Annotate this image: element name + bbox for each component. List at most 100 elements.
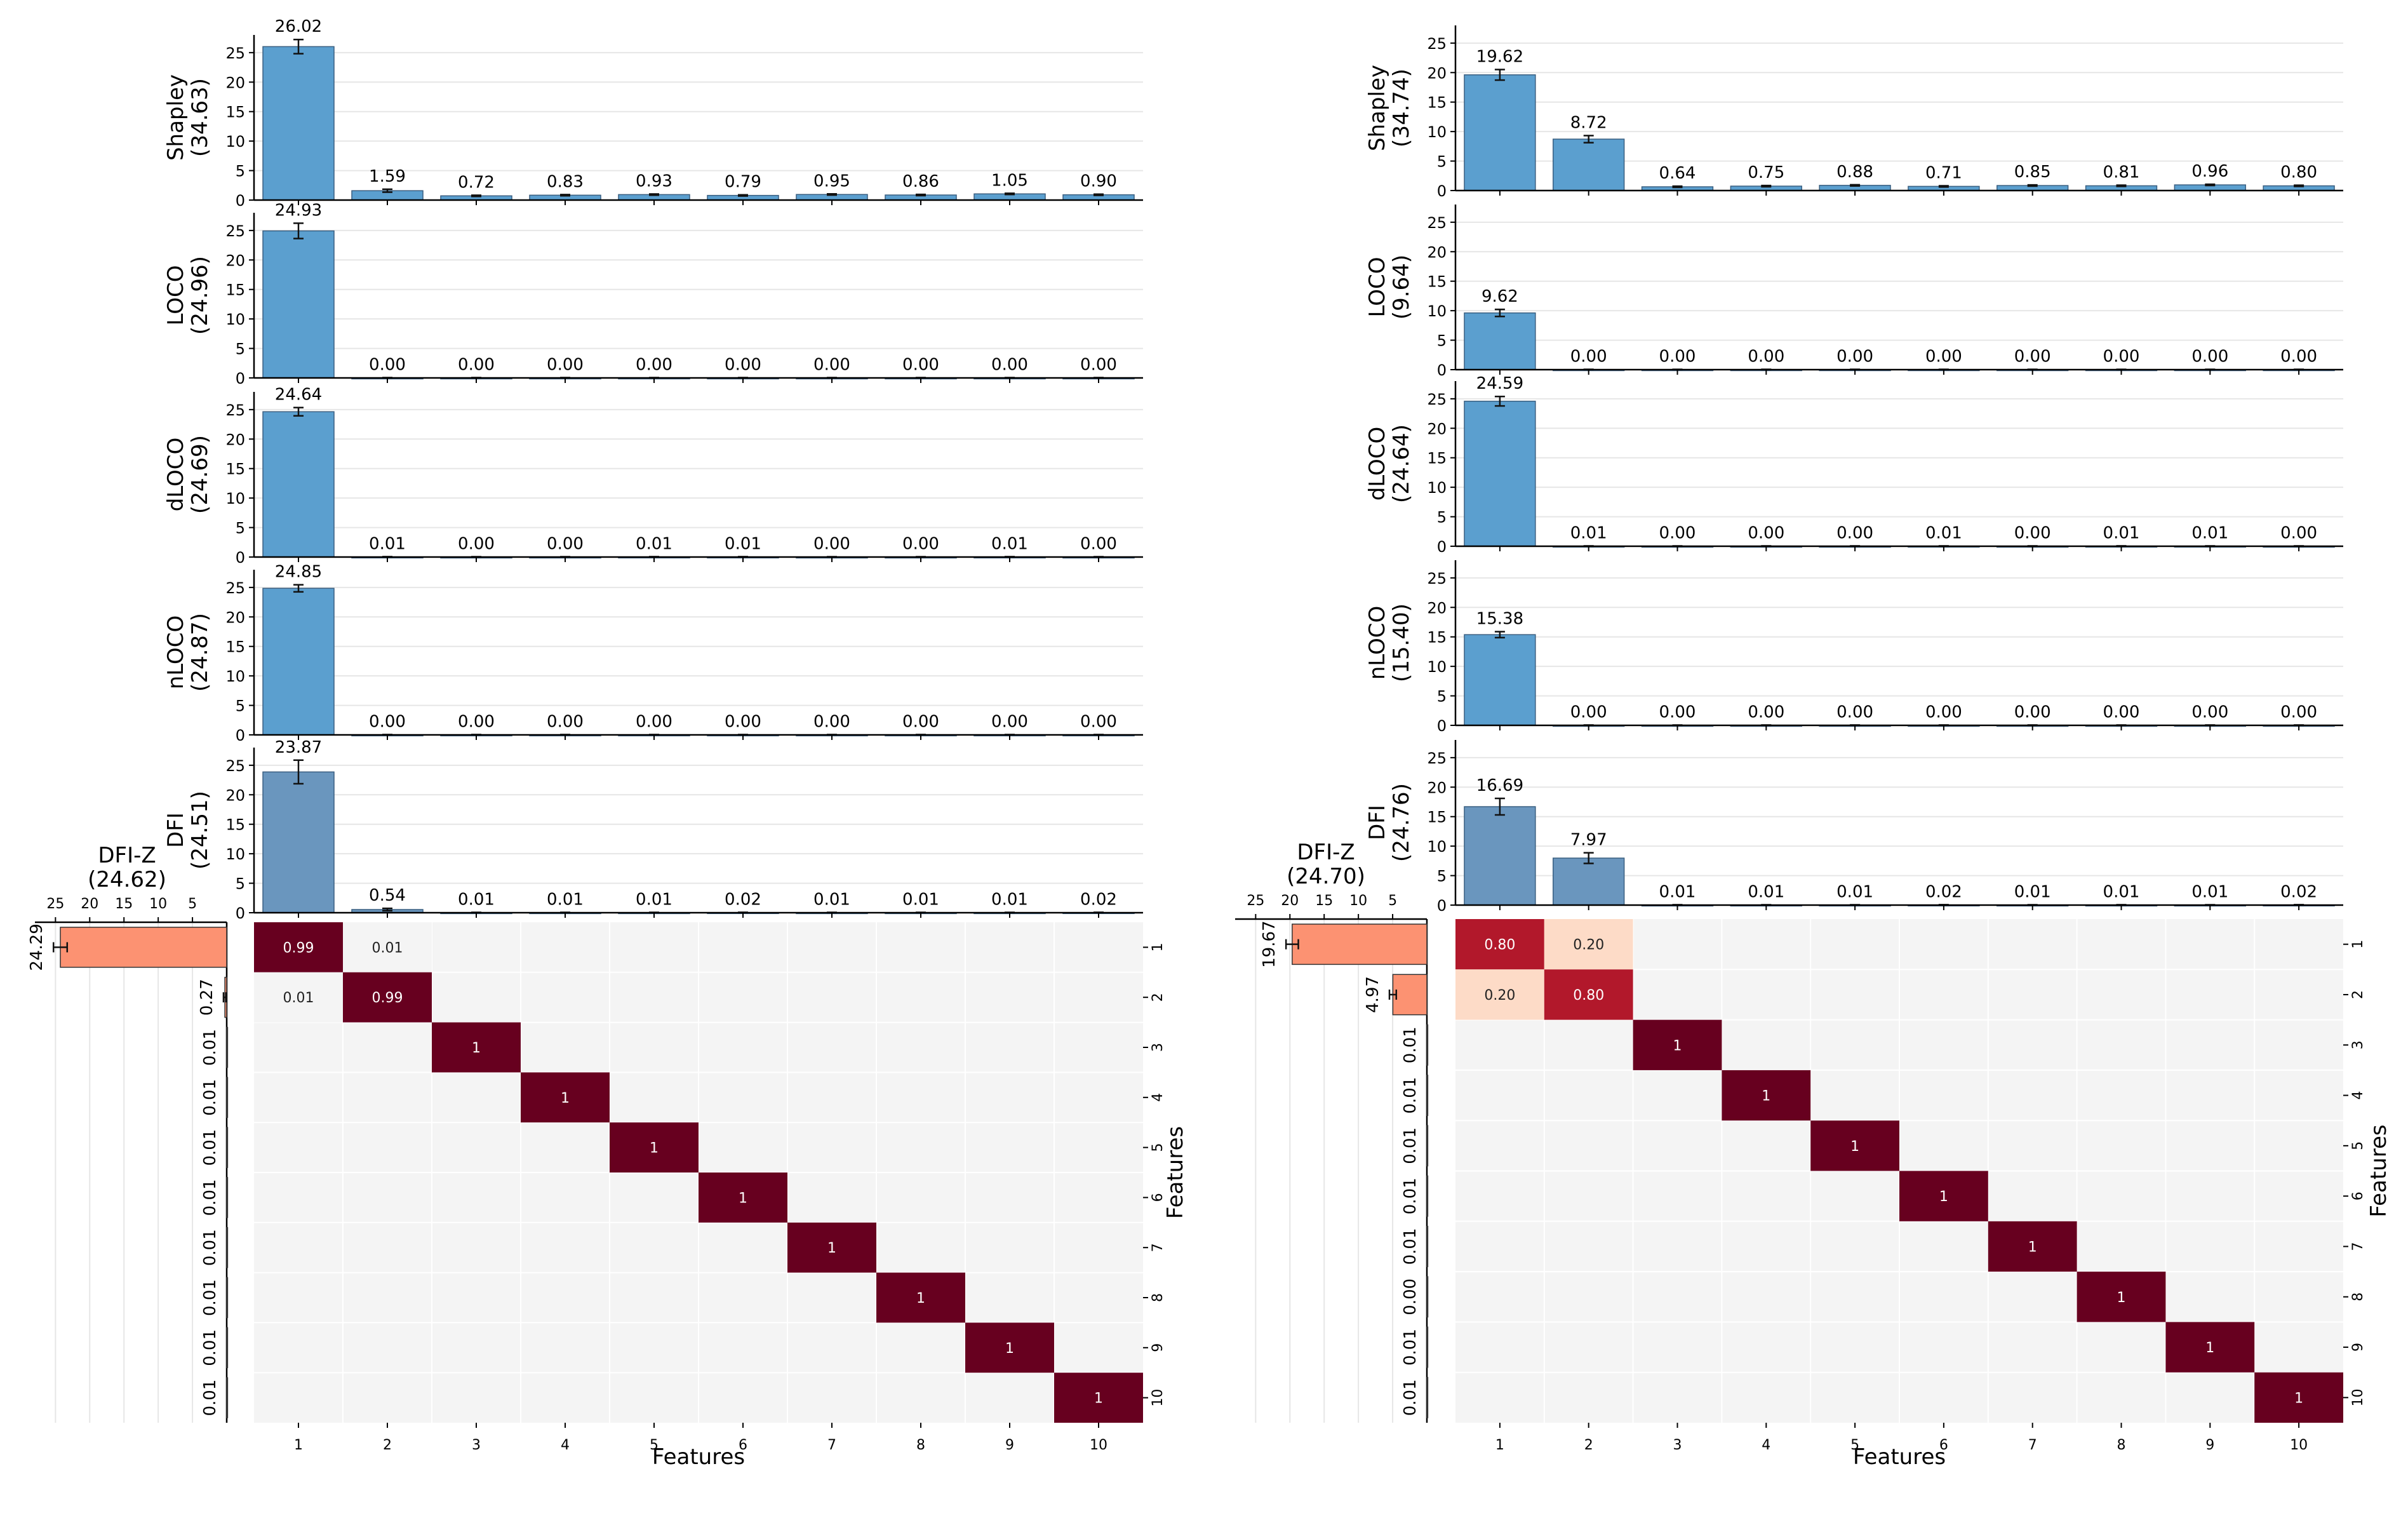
bar-value-label: 0.02 <box>725 890 761 909</box>
y-tick-label: 0 <box>1437 538 1447 556</box>
dfiz-x-tick-label: 5 <box>1388 893 1397 909</box>
bar-value-label: 0.01 <box>725 534 761 553</box>
bar <box>1464 400 1536 547</box>
heatmap-cell <box>521 1072 610 1123</box>
dfiz-value-label: 0.27 <box>197 979 217 1016</box>
dfiz-bar <box>1392 974 1428 1016</box>
heatmap-cell-label: 0.01 <box>372 940 403 956</box>
y-tick-label: 25 <box>1427 570 1447 588</box>
dfiz-bar <box>1426 1225 1429 1267</box>
y-tick-label: 25 <box>1427 214 1447 232</box>
bar-value-label: 0.95 <box>813 171 850 191</box>
y-tick-label: 15 <box>1427 273 1447 291</box>
heatmap-cell <box>787 1222 876 1273</box>
heatmap-y-tick-label: 8 <box>1150 1293 1166 1302</box>
dfiz-x-tick-label: 20 <box>81 896 98 912</box>
bar-value-label: 24.93 <box>275 201 322 220</box>
heatmap-y-tick-label: 9 <box>1150 1343 1166 1352</box>
dfiz-bar <box>226 1327 229 1369</box>
dfiz-bar <box>1426 1175 1429 1217</box>
heatmap-x-tick-label: 9 <box>1005 1437 1014 1453</box>
heatmap-x-tick-label: 3 <box>472 1437 481 1453</box>
bar-value-label: 0.00 <box>1748 347 1784 366</box>
dfiz-title: DFI-Z <box>98 843 156 868</box>
y-tick-label: 0 <box>236 904 245 922</box>
bar-value-label: 0.00 <box>1570 703 1607 722</box>
heatmap-cell-label: 0.20 <box>1484 988 1515 1004</box>
y-tick-label: 25 <box>225 44 245 62</box>
heatmap-cell <box>699 1173 787 1223</box>
y-tick-label: 5 <box>236 875 245 893</box>
dfiz-value-label: 0.01 <box>1401 1178 1420 1214</box>
heatmap-y-tick-label: 10 <box>1150 1389 1166 1407</box>
dfiz-value-label: 0.01 <box>1401 1329 1420 1366</box>
bar-value-label: 0.00 <box>813 535 850 554</box>
bar-value-label: 0.00 <box>636 713 672 732</box>
bar-value-label: 0.00 <box>369 713 406 732</box>
dfiz-bar <box>226 1226 229 1268</box>
dfiz-bar <box>1426 1276 1429 1318</box>
bar-value-label: 0.00 <box>902 356 939 375</box>
heatmap-cell-label: 1 <box>472 1040 481 1056</box>
y-tick-label: 15 <box>225 460 245 478</box>
bar <box>1464 312 1536 370</box>
row-label: LOCO <box>163 265 189 326</box>
y-tick-label: 5 <box>236 163 245 180</box>
bar-value-label: 0.02 <box>1925 882 1962 901</box>
bar-value-label: 0.00 <box>991 356 1028 375</box>
dfiz-x-tick-label: 25 <box>46 896 64 912</box>
y-tick-label: 5 <box>236 520 245 537</box>
bar-value-label: 0.86 <box>902 172 939 191</box>
heatmap-cell-label: 1 <box>2117 1290 2126 1306</box>
heatmap-x-tick-label: 6 <box>739 1437 747 1453</box>
bar-value-label: 0.00 <box>2103 703 2140 722</box>
bar-value-label: 0.00 <box>1836 347 1873 366</box>
heatmap-cell-label: 1 <box>916 1291 925 1307</box>
heatmap-cell-label: 0.80 <box>1484 937 1515 953</box>
heatmap-cell-label: 1 <box>650 1141 659 1157</box>
row-label-score: (24.96) <box>187 256 213 335</box>
bar-row-dfi: 23.87 0.54 0.01 0.01 0.01 0.02 0.01 0.01 0.01 0.0… <box>163 738 1143 922</box>
bar-value-label: 0.00 <box>1748 524 1784 543</box>
bar-value-label: 0.64 <box>1659 164 1696 183</box>
bar <box>262 588 335 736</box>
y-tick-label: 15 <box>225 816 245 834</box>
y-tick-label: 10 <box>225 668 245 685</box>
bar <box>262 46 335 201</box>
heatmap-x-tick-label: 6 <box>1939 1437 1948 1453</box>
heatmap-y-tick-label: 7 <box>1150 1243 1166 1252</box>
dfiz-bar <box>1426 1125 1429 1167</box>
y-tick-label: 10 <box>1427 479 1447 497</box>
row-label: DFI <box>1365 805 1390 840</box>
heatmap-cell <box>1633 1019 1722 1070</box>
dfiz-bar <box>60 927 227 968</box>
heatmap-y-axis-label: Features <box>2366 1124 2391 1217</box>
bar-value-label: 0.00 <box>813 713 850 732</box>
dfiz-chart: 25 20 15 10 5 19.67 4.97 0.01 0.01 0.01 0.01 0.01 0.… <box>1235 840 1429 1423</box>
heatmap-y-tick-label: 1 <box>1150 943 1166 951</box>
bar <box>1553 857 1625 906</box>
heatmap-y-tick-label: 3 <box>2350 1040 2366 1049</box>
bar-value-label: 0.01 <box>1659 882 1696 901</box>
heatmap-cell <box>2077 1272 2166 1322</box>
y-tick-label: 10 <box>1427 302 1447 320</box>
heatmap-cell <box>965 1322 1054 1373</box>
heatmap-cell-label: 1 <box>1850 1139 1859 1155</box>
bar-value-label: 0.00 <box>458 713 495 732</box>
dfiz-value-label: 0.01 <box>201 1380 220 1416</box>
dfiz-value-label: 0.01 <box>201 1029 220 1066</box>
y-tick-label: 0 <box>236 192 245 210</box>
bar-value-label: 0.00 <box>1659 524 1696 543</box>
row-label: nLOCO <box>1365 606 1390 680</box>
heatmap-cell <box>876 1272 965 1323</box>
dfiz-value-label: 24.29 <box>27 924 46 971</box>
bar-value-label: 0.93 <box>636 171 672 191</box>
heatmap-cell-label: 0.01 <box>283 990 314 1006</box>
heatmap-x-axis-label: Features <box>652 1444 745 1470</box>
y-tick-label: 20 <box>1427 243 1447 261</box>
bar-value-label: 0.00 <box>2280 703 2317 722</box>
heatmap-cell-label: 1 <box>1673 1038 1682 1054</box>
y-tick-label: 25 <box>1427 749 1447 767</box>
dfiz-bar <box>226 1177 229 1218</box>
heatmap-y-tick-label: 10 <box>2350 1388 2366 1406</box>
